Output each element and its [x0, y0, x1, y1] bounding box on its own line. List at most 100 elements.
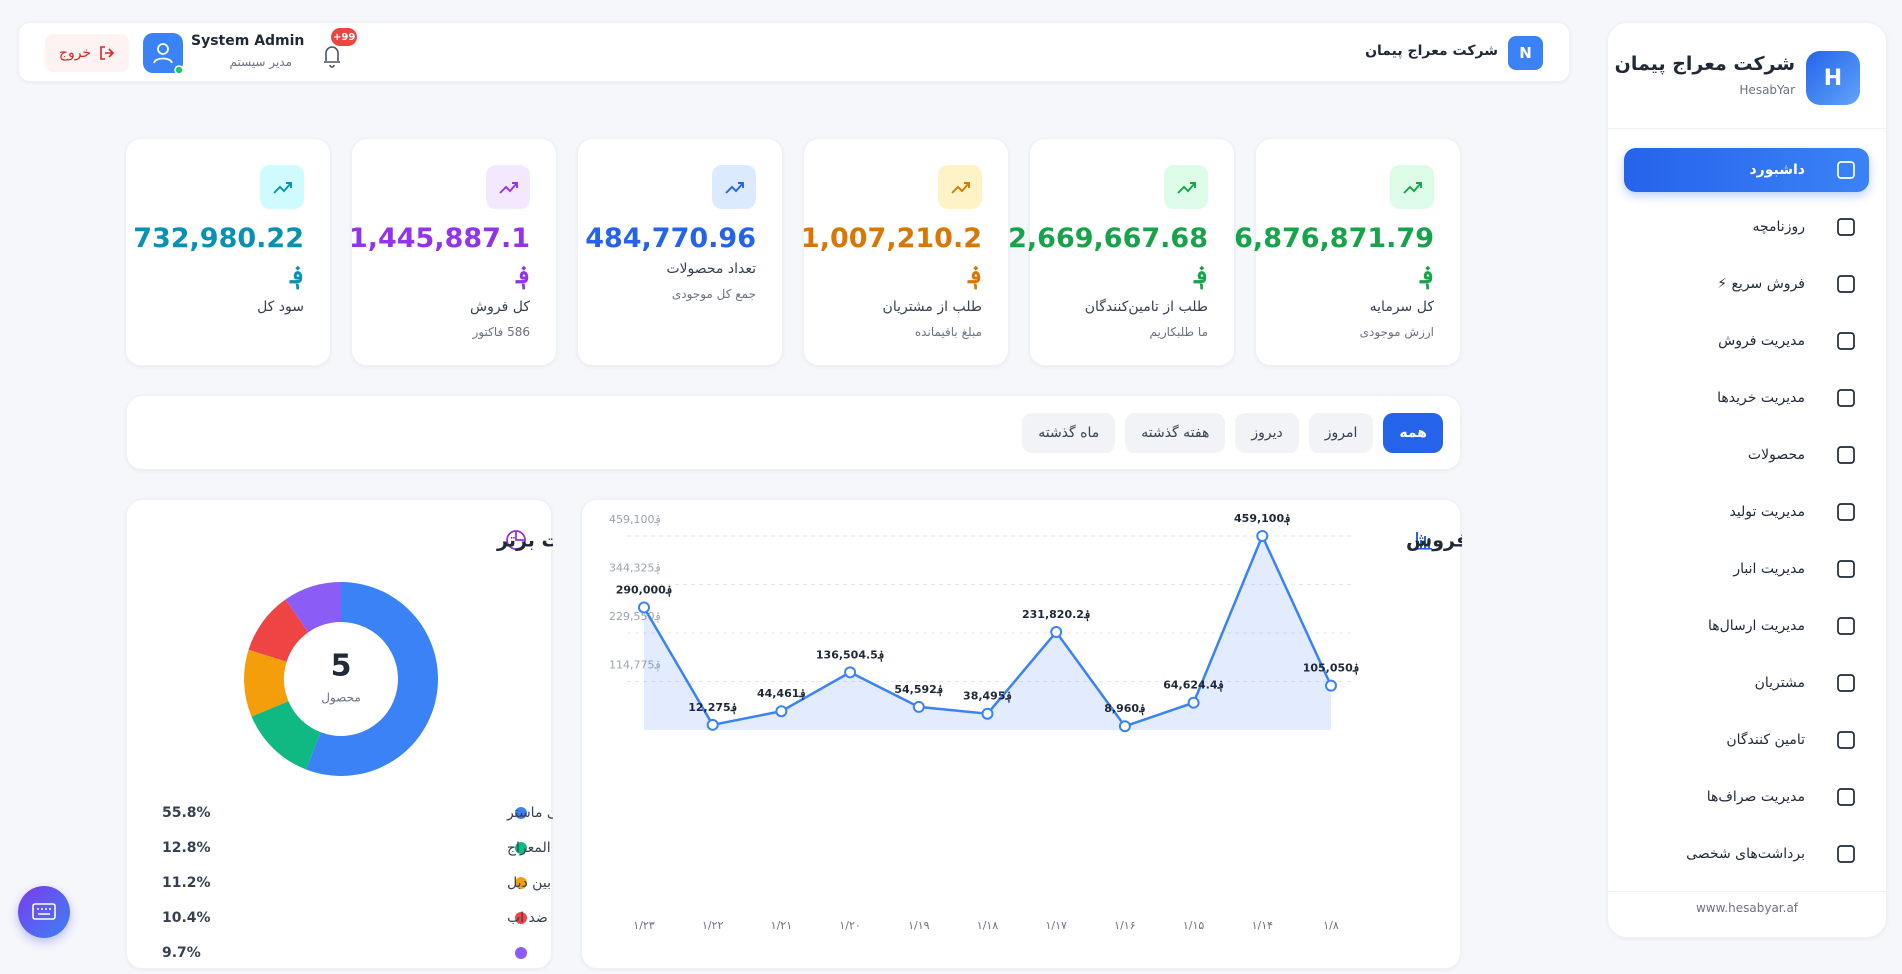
y-tick-label: ؋459,100 [609, 513, 661, 526]
y-tick-label: ؋344,325 [609, 562, 661, 575]
icon-glyph [1177, 182, 1196, 194]
keyboard-button[interactable] [18, 886, 70, 938]
pie-chart: محصولات برتر لایی ماستر 55.8% رول پتی المع… [162, 530, 631, 962]
point [775, 705, 788, 718]
point [912, 700, 925, 713]
icon-shape [725, 182, 744, 194]
nav-icon [1837, 617, 1855, 635]
legend-label: رول پتی المعراج [507, 840, 553, 856]
value-label: ؋459,100 [1234, 512, 1291, 526]
nav-item[interactable]: روزنامچه [1624, 205, 1869, 249]
stat-sub: ما طلبکاریم [1149, 325, 1208, 339]
nav-item[interactable]: مدیریت فروش [1624, 319, 1869, 363]
logout-button[interactable]: خروج [45, 34, 129, 72]
nav-icon [1837, 275, 1855, 293]
icon-shape [1837, 446, 1855, 464]
slice [248, 599, 309, 662]
value-label: ؋12,275 [688, 701, 737, 715]
nav-item[interactable]: محصولات [1624, 433, 1869, 477]
icon-shape [1837, 674, 1855, 692]
nav-item[interactable]: برداشت‌های شخصی [1624, 832, 1869, 876]
legend-value: 55.8% [162, 805, 211, 821]
point [1256, 530, 1269, 542]
icon-shape [273, 182, 292, 194]
filter-group: همه امروز دیروز هفته گذشته ماه گذشته [1022, 413, 1443, 453]
icon-shape [1403, 182, 1422, 194]
nav-item[interactable]: مدیریت انبار [1624, 547, 1869, 591]
stat-sub: 586 فاکتور [472, 325, 530, 339]
x-tick-label: ۱/۱۵ [1183, 919, 1205, 932]
slice [251, 701, 321, 770]
filter-button[interactable]: امروز [1308, 413, 1374, 453]
legend-dot [515, 842, 527, 854]
filter-button[interactable]: ماه گذشته [1022, 413, 1116, 453]
x-tick-label: ۱/۱۹ [908, 919, 930, 932]
user-role: مدیر سیستم [229, 55, 293, 69]
icon-shape [1177, 182, 1196, 194]
stat-label: طلب از تامین‌کنندگان [1084, 299, 1208, 315]
footer: www.hesabyar.af [1695, 901, 1799, 915]
stat-value: 732,980.22 [133, 223, 304, 254]
divider [1608, 891, 1886, 892]
icon-shape [1837, 731, 1855, 749]
nav-label: فروش سریع ⚡ [1717, 276, 1805, 292]
icon-shape [1837, 788, 1855, 806]
center-label: محصول [321, 691, 361, 706]
point [844, 666, 857, 679]
nav-item[interactable]: مشتریان [1624, 661, 1869, 705]
filter-button[interactable]: همه [1383, 413, 1443, 453]
notification-bell[interactable] [313, 33, 353, 73]
legend-dot [515, 807, 527, 819]
point [1050, 626, 1063, 639]
nav-label: مدیریت خریدها [1717, 390, 1805, 406]
app-name: HesabYar [1739, 83, 1795, 97]
nav-item[interactable]: مدیریت خریدها [1624, 376, 1869, 420]
stat-card: 16,876,871.79 ؋ کل سرمایه ارزش موجودی [1215, 138, 1461, 366]
icon-shape [1837, 218, 1855, 236]
x-tick-label: ۱/۲۲ [702, 919, 724, 932]
nav-item[interactable]: فروش سریع ⚡ [1624, 262, 1869, 306]
nav-item[interactable]: مدیریت تولید [1624, 490, 1869, 534]
legend-dot [515, 877, 527, 889]
slice [306, 582, 438, 776]
logo: H [1806, 51, 1860, 105]
value-label: ؋44,461 [757, 687, 806, 701]
stat-icon [486, 165, 530, 209]
notification-badge: +99 [331, 28, 358, 46]
nav-icon [1837, 731, 1855, 749]
x-tick-label: ۱/۱۷ [1045, 919, 1067, 932]
icon-glyph [725, 182, 744, 194]
nav-icon [1837, 503, 1855, 521]
legend-dot [515, 912, 527, 924]
nav-icon [1837, 788, 1855, 806]
stat-icon [712, 165, 756, 209]
legend-value: 9.7% [162, 945, 201, 961]
x-tick-label: ۱/۲۱ [771, 919, 792, 932]
user-name: System Admin [191, 33, 305, 49]
nav-item[interactable]: مدیریت ارسال‌ها [1624, 604, 1869, 648]
filter-button[interactable]: دیروز [1235, 413, 1299, 453]
legend-label: رول پتی ضد اب [507, 910, 553, 926]
legend-value: 10.4% [162, 910, 211, 926]
area [644, 536, 1331, 730]
icon-glyph [273, 182, 292, 194]
products-card: محصولات برتر لایی ماستر 55.8% رول پتی المع… [126, 499, 631, 969]
filter-button[interactable]: هفته گذشته [1125, 413, 1226, 453]
page: H شرکت معراج پیمان HesabYar www.hesabyar… [18, 22, 1887, 969]
chart-title: محصولات برتر [496, 530, 553, 552]
nav-icon [1837, 161, 1855, 179]
nav-item[interactable]: مدیریت صراف‌ها [1624, 775, 1869, 819]
stat-card: 1,007,210.2 ؋ طلب از مشتریان مبلغ باقیمانده [801, 138, 1009, 366]
value-label: ؋54,592 [894, 683, 943, 697]
stat-currency: ؋ [515, 261, 530, 289]
nav-item[interactable]: داشبورد [1624, 148, 1869, 192]
point [1325, 679, 1337, 692]
point [981, 707, 994, 720]
user-avatar[interactable] [143, 33, 184, 75]
nav-label: مدیریت صراف‌ها [1706, 789, 1805, 805]
value-label: ؋231,820.2 [1022, 608, 1090, 622]
nav-label: مدیریت فروش [1718, 333, 1805, 349]
x-tick-label: ۱/۲۰ [839, 919, 860, 932]
nav-item[interactable]: تامین کنندگان [1624, 718, 1869, 762]
legend-value: 11.2% [162, 875, 211, 891]
